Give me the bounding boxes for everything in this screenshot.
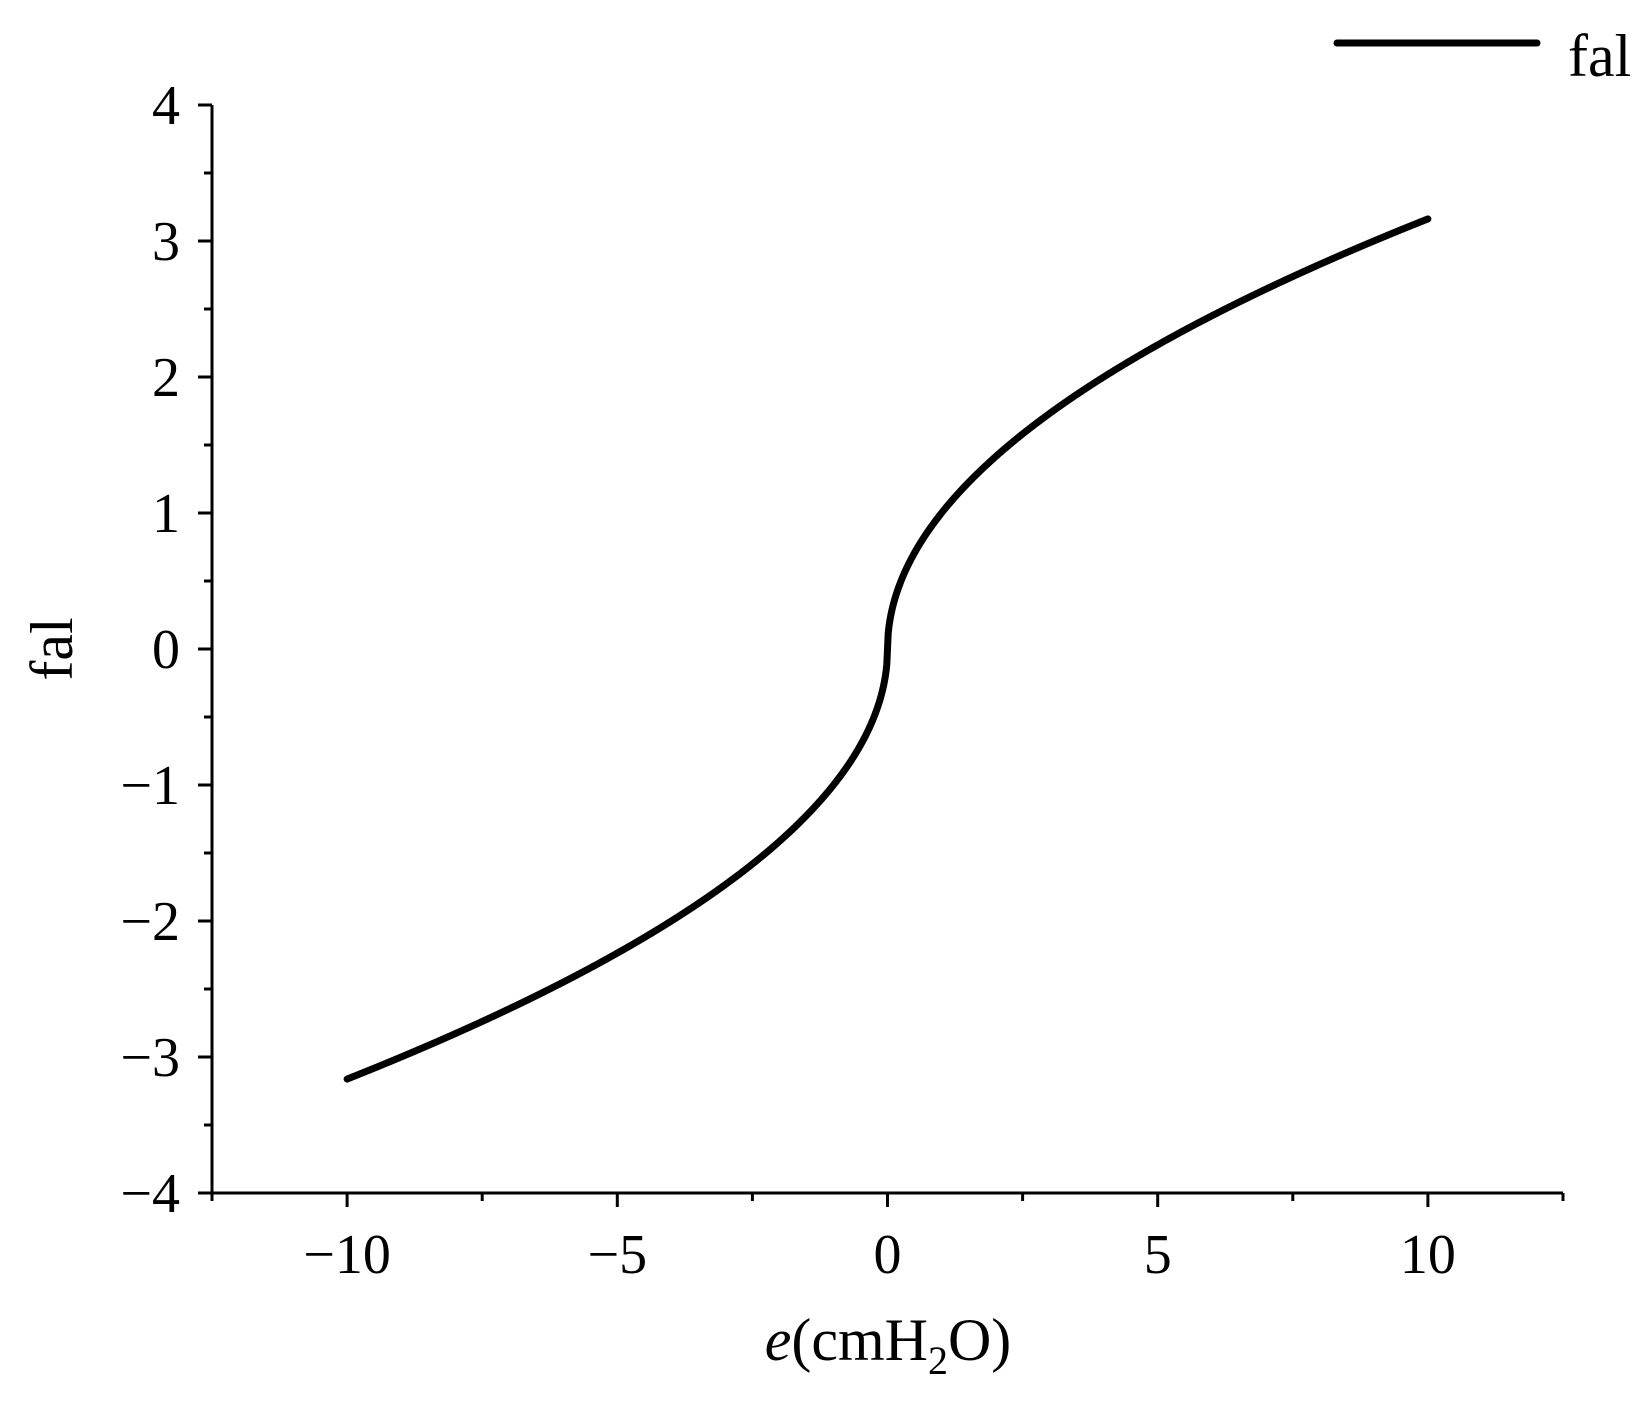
y-axis-title: fal	[19, 617, 85, 680]
x-axis-title: e(cmH2O)	[765, 1307, 1012, 1383]
y-tick-label: −1	[120, 755, 180, 817]
y-tick-label: 4	[152, 75, 180, 137]
legend-label: fal	[1568, 23, 1631, 89]
legend: fal	[1333, 23, 1631, 89]
x-axis-title-main: e	[765, 1307, 792, 1373]
x-axis-title-unit-close: O)	[948, 1307, 1011, 1373]
y-tick-label: 1	[152, 483, 180, 545]
x-axis-title-subscript: 2	[928, 1338, 948, 1383]
x-tick-label: 0	[874, 1224, 902, 1286]
x-tick-label: −10	[303, 1224, 391, 1286]
y-tick-label: −3	[120, 1027, 180, 1089]
y-tick-label: −4	[120, 1163, 180, 1225]
y-tick-label: −2	[120, 891, 180, 953]
x-tick-label: 5	[1144, 1224, 1172, 1286]
y-tick-label: 0	[152, 619, 180, 681]
y-tick-label: 3	[152, 211, 180, 273]
x-tick-label: 10	[1400, 1224, 1456, 1286]
plot-area	[343, 215, 1432, 1083]
x-axis-title-unit-open: (cmH	[791, 1307, 928, 1373]
series-fal-line	[343, 215, 1432, 1083]
y-tick-label: 2	[152, 347, 180, 409]
x-tick-label: −5	[588, 1224, 648, 1286]
